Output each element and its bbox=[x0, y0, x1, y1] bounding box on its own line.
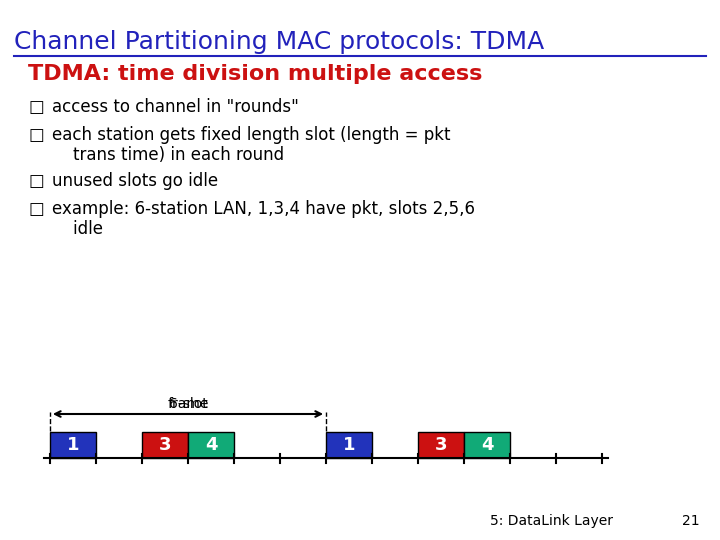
Text: 4: 4 bbox=[481, 436, 493, 454]
Text: □: □ bbox=[28, 126, 44, 144]
Bar bbox=[142, 432, 188, 458]
Bar bbox=[188, 432, 234, 458]
Text: each station gets fixed length slot (length = pkt: each station gets fixed length slot (len… bbox=[52, 126, 451, 144]
Text: frame: frame bbox=[167, 381, 209, 411]
Text: example: 6-station LAN, 1,3,4 have pkt, slots 2,5,6: example: 6-station LAN, 1,3,4 have pkt, … bbox=[52, 200, 475, 218]
Text: 3: 3 bbox=[158, 436, 171, 454]
Text: 5: DataLink Layer: 5: DataLink Layer bbox=[490, 514, 613, 528]
Text: unused slots go idle: unused slots go idle bbox=[52, 172, 218, 190]
Text: 1: 1 bbox=[67, 436, 79, 454]
Bar bbox=[326, 432, 372, 458]
Text: 1: 1 bbox=[343, 436, 355, 454]
Text: access to channel in "rounds": access to channel in "rounds" bbox=[52, 98, 299, 116]
Text: □: □ bbox=[28, 172, 44, 190]
Text: 21: 21 bbox=[683, 514, 700, 528]
Text: TDMA: time division multiple access: TDMA: time division multiple access bbox=[28, 64, 482, 84]
Text: Channel Partitioning MAC protocols: TDMA: Channel Partitioning MAC protocols: TDMA bbox=[14, 30, 544, 54]
Text: □: □ bbox=[28, 98, 44, 116]
Bar bbox=[418, 432, 464, 458]
Text: idle: idle bbox=[52, 220, 103, 238]
Text: 3: 3 bbox=[435, 436, 447, 454]
Text: 6-slot: 6-slot bbox=[168, 397, 207, 411]
Text: trans time) in each round: trans time) in each round bbox=[52, 146, 284, 164]
Bar bbox=[50, 432, 96, 458]
Text: □: □ bbox=[28, 200, 44, 218]
Bar bbox=[464, 432, 510, 458]
Text: 4: 4 bbox=[204, 436, 217, 454]
